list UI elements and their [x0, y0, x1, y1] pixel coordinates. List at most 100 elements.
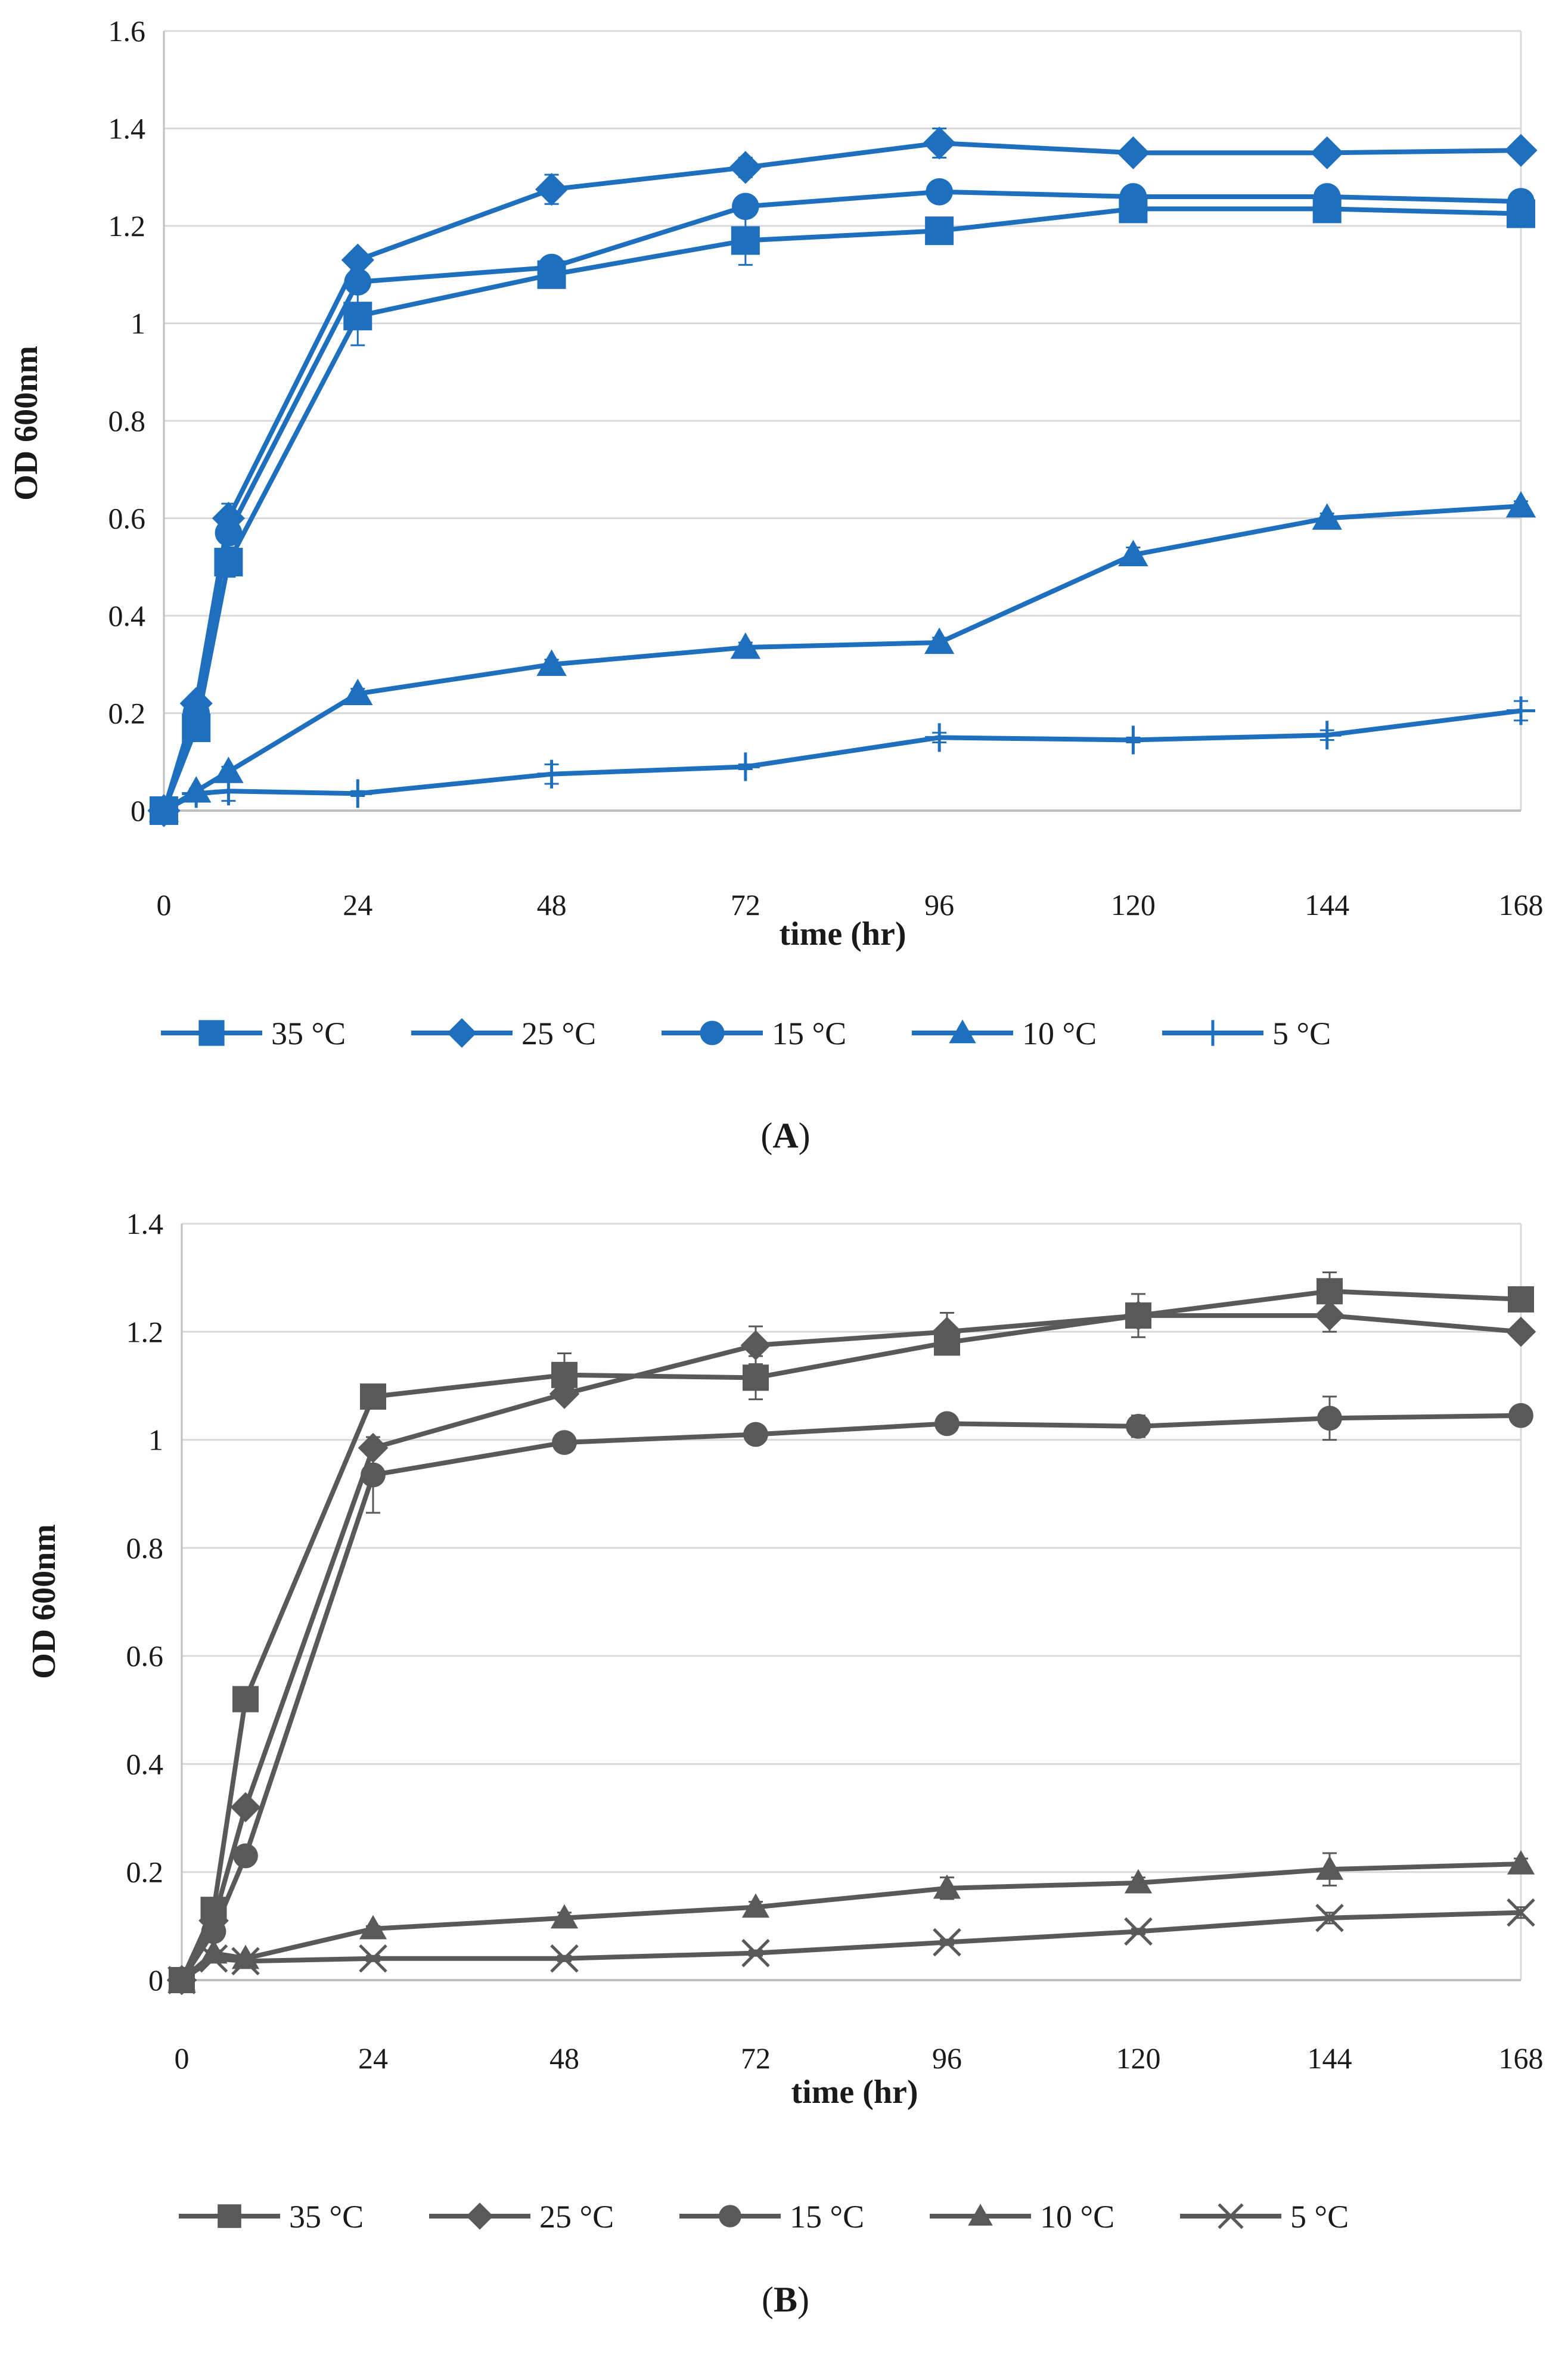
panel-b-data-point [1315, 1903, 1344, 1932]
panel-a-data-point [1312, 503, 1342, 530]
panel-b-x-axis-title: time (hr) [791, 2074, 918, 2111]
panel-b-data-point [933, 1928, 961, 1957]
panel-b-data-point [1124, 1917, 1153, 1946]
panel-a-data-point [925, 723, 954, 752]
panel-b-legend-label: 5 °C [1290, 2199, 1349, 2235]
panel-b-legend-label: 25 °C [539, 2199, 614, 2235]
panel-b-legend-label: 10 °C [1040, 2199, 1114, 2235]
panel-a-x-tick-label: 168 [1499, 888, 1544, 922]
panel-a-data-point [215, 519, 243, 547]
panel-a-y-tick-label: 1.4 [108, 112, 146, 145]
panel-b-data-point [1508, 1286, 1534, 1313]
panel-b-data-point [1507, 1850, 1535, 1875]
panel-b-legend-item: 35 °C [179, 2199, 364, 2235]
panel-b-data-point [1505, 1316, 1536, 1347]
panel-a-data-point [925, 216, 954, 246]
panel-a-data-point [150, 796, 178, 825]
panel-b-data-point [741, 1938, 770, 1968]
panel-b-series-line [180, 1910, 1522, 1982]
panel-a-legend-marker [447, 1018, 477, 1048]
panel-b-data-point [549, 1379, 580, 1409]
panel-b-legend-label: 35 °C [289, 2199, 364, 2235]
panel-b-data-point [933, 1874, 961, 1899]
panel-a-x-tick-label: 120 [1111, 888, 1156, 922]
panel-a-series-line [162, 141, 1522, 812]
panel-a-data-point [731, 752, 760, 781]
panel-a-data-point [343, 302, 372, 331]
panel-a-legend-item: 35 °C [161, 1016, 346, 1051]
panel-a-series-4 [150, 696, 1535, 825]
panel-a-legend-marker [949, 1019, 976, 1044]
panel-b-data-point [359, 1915, 387, 1940]
panel-b-data-point [741, 1893, 770, 1918]
panel-b-chart: 0 0.2 0.4 0.6 0.8 1 1.2 1.4 0 24 48 72 96 120 144 168 t… [26, 1207, 1544, 2319]
panel-b-y-axis-title: OD 600nm [26, 1524, 63, 1679]
panel-a-data-point [343, 779, 372, 808]
panel-b-legend-marker [466, 2202, 493, 2230]
panel-a-data-point [924, 627, 955, 654]
panel-b-legend-marker [719, 2205, 741, 2227]
panel-b-series-2 [169, 1395, 1533, 1993]
panel-b-data-point [361, 1462, 386, 1488]
panel-b-series [166, 1271, 1536, 1996]
panel-a-legend-label: 35 °C [271, 1016, 346, 1051]
panel-b-data-point [233, 1843, 258, 1869]
panel-b-data-point [1508, 1403, 1533, 1428]
panel-a-data-point [213, 756, 244, 783]
panel-a-x-tick-label: 144 [1305, 888, 1349, 922]
panel-a-y-tick-label: 1.6 [108, 14, 146, 48]
panel-a-data-point [1119, 183, 1147, 210]
panel-a-legend-label: 25 °C [521, 1016, 596, 1051]
panel-a-chart: 0 0.2 0.4 0.6 0.8 1 1.2 1.4 1.6 0 24 48 72 96 120 144 16… [8, 14, 1544, 1155]
panel-a-y-tick-label: 0.4 [108, 599, 146, 632]
panel-b-legend-item: 5 °C [1180, 2199, 1349, 2235]
panel-b-y-tick-label: 0.2 [126, 1856, 164, 1889]
panel-a-data-point [538, 253, 566, 281]
panel-a-data-point [1118, 539, 1148, 567]
panel-a-series-line [162, 189, 1522, 812]
panel-b-x-tick-label: 144 [1308, 2041, 1352, 2075]
panel-a-legend-marker [198, 1020, 225, 1046]
panel-b-series-line [179, 1289, 1522, 1981]
panel-a-series-line [162, 206, 1522, 812]
panel-b-data-point [230, 1792, 261, 1823]
panel-b-data-point [552, 1430, 577, 1456]
panel-b-data-point [360, 1383, 386, 1410]
panel-b-data-point [1314, 1300, 1345, 1331]
panel-b-y-tick-label: 1.2 [126, 1315, 164, 1348]
panel-a-ticks: 0 0.2 0.4 0.6 0.8 1 1.2 1.4 1.6 0 24 48 72 96 120 144 16… [108, 14, 1544, 922]
panel-b-x-tick-label: 24 [358, 2041, 388, 2075]
panel-a-legend: 35 °C 25 °C 15 °C 10 °C 5 °C [161, 1016, 1331, 1051]
panel-a-legend-marker [700, 1020, 725, 1045]
panel-a-x-tick-label: 0 [157, 888, 172, 922]
panel-a-data-point [926, 178, 953, 206]
panel-b-y-tick-label: 0.6 [126, 1639, 164, 1673]
panel-b-x-tick-label: 120 [1116, 2041, 1161, 2075]
panel-a-legend-item: 25 °C [411, 1016, 596, 1051]
panel-b-data-point [932, 1316, 962, 1347]
panel-b-data-point [231, 1947, 260, 1976]
panel-b-legend-item: 25 °C [429, 2199, 614, 2235]
panel-a-legend-item: 15 °C [662, 1016, 846, 1051]
panel-a-y-axis-title: OD 600nm [8, 346, 45, 501]
panel-a-data-point [535, 173, 569, 206]
panel-b-x-tick-label: 48 [549, 2041, 579, 2075]
panel-b-data-point [201, 1919, 226, 1944]
panel-b-ticks: 0 0.2 0.4 0.6 0.8 1 1.2 1.4 0 24 48 72 96 120 144 168 [126, 1207, 1544, 2075]
panel-a-series-line [162, 504, 1522, 813]
panel-a-caption-letter: A [772, 1116, 798, 1155]
panel-b-x-tick-label: 0 [175, 2041, 190, 2075]
panel-a-series-1 [147, 126, 1538, 827]
panel-a-series [147, 126, 1538, 827]
panel-a-legend-label: 15 °C [772, 1016, 846, 1051]
panel-b-data-point [550, 1904, 579, 1929]
panel-b-series-4 [167, 1898, 1535, 1994]
panel-a-data-point [923, 126, 956, 160]
panel-a-data-point [537, 759, 566, 789]
panel-b-data-point [1124, 1869, 1153, 1894]
panel-a-x-tick-label: 72 [731, 888, 760, 922]
panel-b-data-point [743, 1422, 768, 1447]
panel-a-y-tick-label: 0.2 [108, 697, 146, 730]
panel-b-data-point [934, 1411, 960, 1436]
panel-a-caption: (A) [760, 1116, 810, 1155]
